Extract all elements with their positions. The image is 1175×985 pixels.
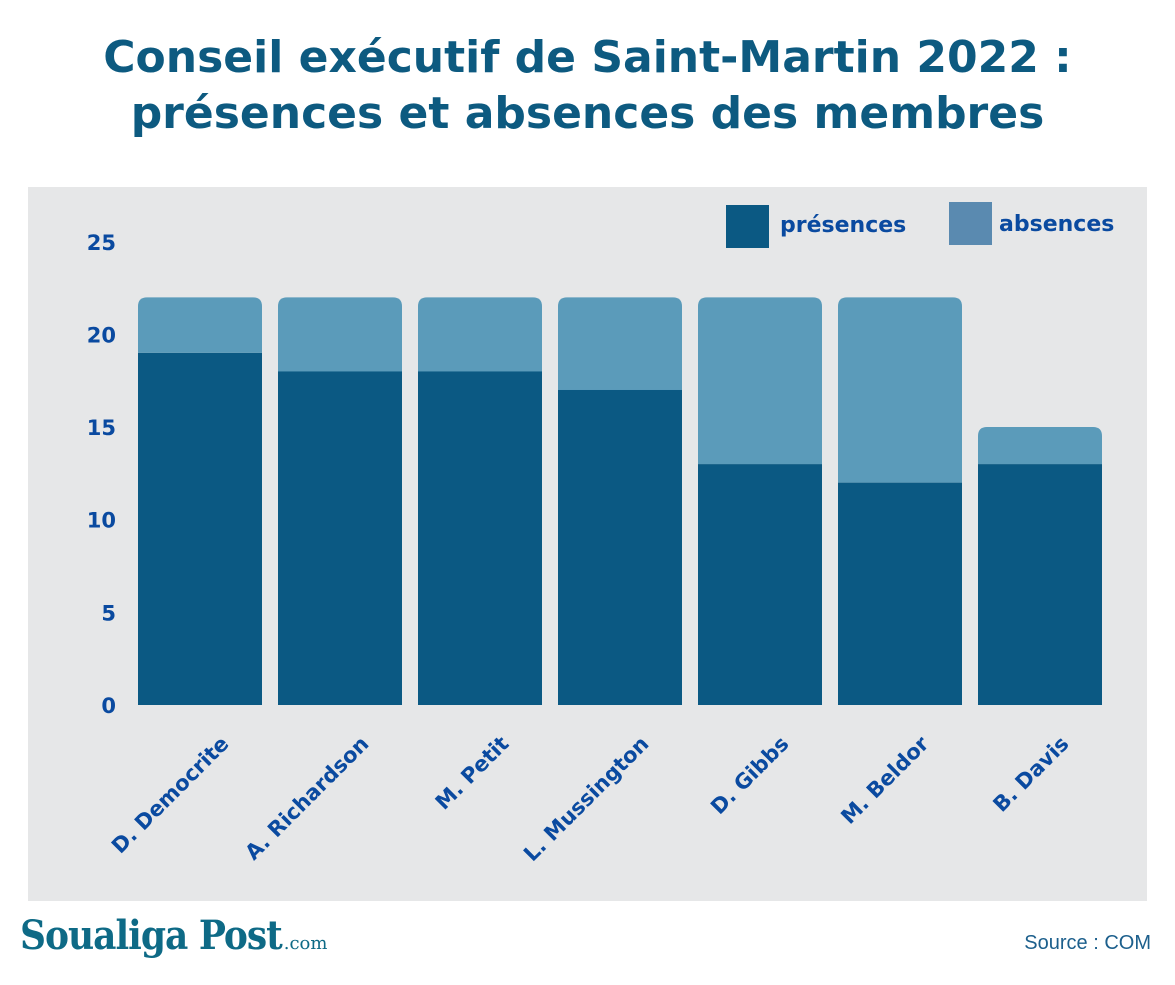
bar-absences-d-democrite (138, 297, 262, 353)
stacked-bar-chart: 0 5 10 15 20 25 D. Democrite A. Richardson M. Pe… (87, 202, 1114, 866)
legend-presences-label: présences (780, 213, 906, 238)
bar-presences-m-beldor (838, 482, 962, 705)
y-tick-label: 0 (101, 694, 116, 718)
bar-absences-m-petit (418, 297, 542, 372)
legend-absences-swatch (949, 202, 992, 245)
x-category-label: B. Davis (988, 732, 1073, 817)
x-category-label: A. Richardson (241, 732, 374, 865)
chart-title-line-1: Conseil exécutif de Saint-Martin 2022 : (103, 32, 1072, 83)
source-note: Source : COM (1024, 932, 1151, 954)
bar-absences-a-richardson (278, 297, 402, 372)
y-tick-label: 25 (87, 231, 116, 255)
x-category-label: D. Democrite (107, 732, 234, 859)
chart-title: Conseil exécutif de Saint-Martin 2022 : … (0, 30, 1175, 142)
bar-absences-d-gibbs (698, 297, 822, 465)
bar-presences-l-mussington (558, 389, 682, 705)
bar-presences-d-gibbs (698, 464, 822, 705)
bar-absences-m-beldor (838, 297, 962, 483)
bar-presences-b-davis (978, 464, 1102, 705)
y-tick-label: 10 (87, 509, 116, 533)
y-tick-label: 15 (87, 416, 116, 440)
bar-presences-d-democrite (138, 352, 262, 705)
bar-absences-l-mussington (558, 297, 682, 390)
logo-suffix: .com (283, 933, 328, 954)
legend-presences-swatch (726, 205, 769, 248)
y-tick-label: 5 (101, 601, 116, 625)
legend-absences-label: absences (999, 212, 1114, 237)
x-category-label: L. Mussington (519, 732, 653, 866)
bar-presences-a-richardson (278, 371, 402, 705)
chart-title-line-2: présences et absences des membres (130, 88, 1045, 139)
bar-absences-b-davis (978, 427, 1102, 465)
x-category-label: D. Gibbs (706, 732, 793, 819)
logo-name: Soualiga Post (20, 912, 283, 959)
x-category-label: M. Petit (431, 732, 514, 815)
y-tick-label: 20 (87, 323, 116, 347)
x-category-label: M. Beldor (836, 731, 934, 829)
bar-presences-m-petit (418, 371, 542, 705)
soualiga-post-logo: Soualiga Post .com (20, 912, 327, 972)
